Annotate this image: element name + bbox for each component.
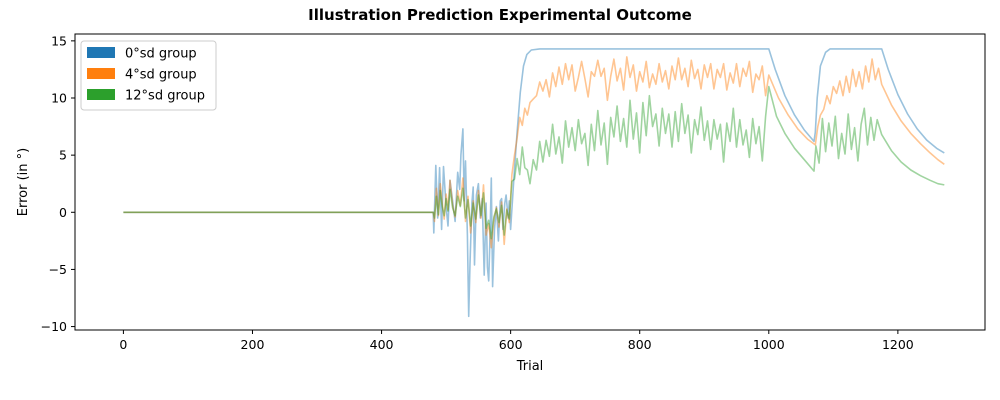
chart-title: Illustration Prediction Experimental Out… — [308, 6, 692, 24]
legend-swatch-0 — [87, 47, 115, 58]
legend-swatch-1 — [87, 68, 115, 79]
y-tick-label: −10 — [41, 319, 67, 334]
y-tick-label: −5 — [49, 262, 67, 277]
y-tick-label: 0 — [59, 205, 67, 220]
y-tick-label: 10 — [51, 91, 67, 106]
y-axis-ticks: −10 −5 0 5 10 15 — [41, 33, 75, 334]
plot-frame — [74, 33, 986, 331]
x-tick-label: 600 — [499, 337, 523, 352]
y-tick-label: 15 — [51, 33, 67, 48]
series-layer — [123, 48, 945, 318]
legend-label-2: 12°sd group — [125, 89, 205, 104]
legend-label-0: 0°sd group — [125, 47, 197, 62]
x-axis-label: Trial — [516, 359, 544, 374]
series-line-0 — [123, 48, 945, 318]
y-axis-label: Error (in °) — [16, 148, 31, 216]
legend-label-1: 4°sd group — [125, 68, 197, 83]
series-line-2 — [123, 85, 945, 240]
x-tick-label: 1200 — [882, 337, 914, 352]
legend: 0°sd group 4°sd group 12°sd group — [80, 40, 217, 111]
y-tick-label: 5 — [59, 148, 67, 163]
x-tick-label: 400 — [370, 337, 394, 352]
plot-area: 0 200 400 600 800 1000 1200 −10 −5 0 5 10 15 — [41, 33, 986, 352]
legend-swatch-2 — [87, 89, 115, 100]
x-tick-label: 800 — [628, 337, 652, 352]
x-tick-label: 0 — [119, 337, 127, 352]
x-axis-ticks: 0 200 400 600 800 1000 1200 — [119, 330, 914, 352]
series-line-1 — [123, 56, 945, 249]
x-tick-label: 1000 — [753, 337, 785, 352]
x-tick-label: 200 — [241, 337, 265, 352]
